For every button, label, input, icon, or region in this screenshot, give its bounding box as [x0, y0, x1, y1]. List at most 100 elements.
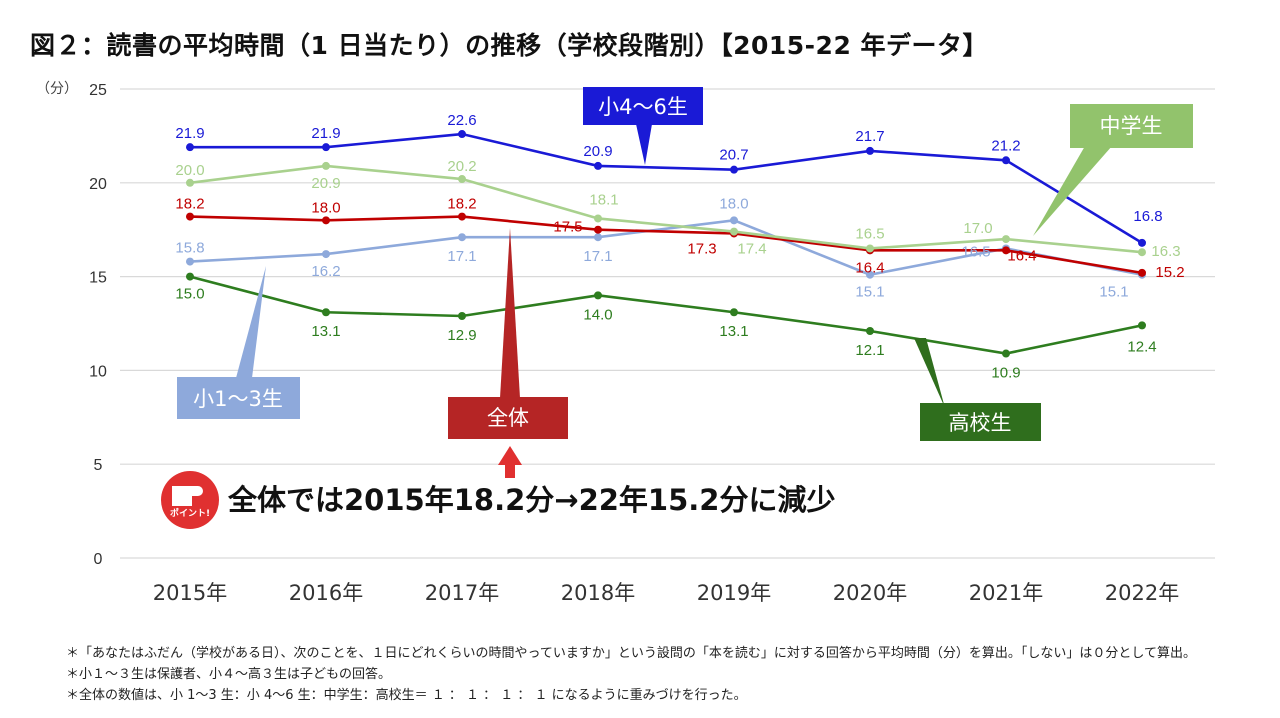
y-unit-label: （分） — [36, 81, 78, 97]
pointing-hand-icon — [172, 486, 203, 506]
data-point — [322, 308, 330, 317]
data-label: 16.2 — [311, 263, 340, 280]
footnote: ＊「あなたはふだん（学校がある日）、次のことを、１日にどれくらいの時間やっていま… — [66, 646, 1196, 661]
data-point — [322, 161, 330, 170]
series-line — [189, 218, 1143, 277]
x-tick-label: 2017年 — [425, 581, 499, 605]
x-tick-label: 2021年 — [969, 581, 1043, 605]
callout-grade13-box — [177, 377, 300, 419]
data-point — [594, 291, 602, 300]
point-badge-label: ポイント! — [170, 507, 210, 519]
data-label: 16.5 — [961, 243, 990, 260]
series-line — [189, 215, 1143, 275]
data-point — [1002, 349, 1010, 358]
callout-junior-box — [1070, 104, 1193, 148]
data-label: 16.4 — [855, 259, 884, 276]
data-point — [458, 175, 466, 184]
data-point — [186, 178, 194, 187]
y-tick-label: 25 — [89, 82, 107, 99]
data-label: 18.0 — [719, 195, 748, 212]
data-point — [186, 212, 194, 221]
callout-overall-pointer — [500, 228, 520, 398]
data-label: 20.0 — [175, 162, 204, 179]
data-point — [866, 146, 874, 155]
data-point — [730, 165, 738, 174]
data-point — [730, 227, 738, 236]
up-arrow-icon-stem — [505, 464, 515, 478]
data-label: 12.1 — [855, 342, 884, 359]
x-tick-label: 2019年 — [697, 581, 771, 605]
series-line — [190, 132, 1143, 244]
data-point — [594, 225, 602, 234]
data-label: 12.4 — [1127, 338, 1156, 355]
data-label: 21.9 — [311, 125, 340, 142]
data-label: 17.4 — [737, 241, 766, 258]
series-line — [189, 275, 1143, 355]
y-tick-label: 0 — [94, 551, 103, 568]
data-label: 12.9 — [447, 327, 476, 344]
x-tick-label: 2020年 — [833, 581, 907, 605]
data-label: 14.0 — [583, 306, 612, 323]
callout-grade46-pointer — [636, 124, 652, 165]
chart-title: 図２：読書の平均時間（1 日当たり）の推移（学校段階別）【2015-22 年デー… — [30, 31, 989, 60]
data-point — [322, 250, 330, 259]
data-label: 20.7 — [719, 147, 748, 164]
data-point — [322, 143, 330, 152]
data-point — [1138, 238, 1146, 247]
data-label: 16.4 — [1007, 247, 1036, 264]
data-label: 15.0 — [175, 286, 204, 303]
callout-high-label: 高校生 — [949, 411, 1012, 435]
up-arrow-icon — [498, 446, 522, 465]
data-point — [1002, 235, 1010, 244]
series-line — [189, 164, 1143, 254]
data-point — [1002, 156, 1010, 165]
data-point — [594, 214, 602, 223]
x-tick-label: 2018年 — [561, 581, 635, 605]
callout-grade13-label: 小1〜3生 — [193, 387, 283, 411]
callout-high: 高校生 — [914, 338, 1041, 441]
data-point — [594, 233, 602, 242]
callout-grade46-label: 小4〜6生 — [598, 95, 688, 119]
data-label: 21.9 — [175, 125, 204, 142]
data-point — [730, 308, 738, 317]
data-point — [458, 311, 466, 320]
x-axis: 2015年 2016年 2017年 2018年 2019年 2020年 2021年 2022年 — [153, 581, 1179, 605]
data-point — [186, 143, 194, 152]
data-label: 18.0 — [311, 199, 340, 216]
x-tick-label: 2015年 — [153, 581, 227, 605]
data-label: 15.8 — [175, 240, 204, 257]
data-point — [458, 212, 466, 221]
series-lines — [186, 130, 1146, 358]
y-tick-label: 15 — [89, 270, 107, 287]
y-axis: 0 5 10 15 20 25 — [89, 82, 107, 568]
data-label: 21.7 — [855, 128, 884, 145]
callout-grade46: 小4〜6生 — [583, 87, 703, 165]
data-point — [322, 216, 330, 225]
data-point — [1138, 248, 1146, 257]
data-label: 13.1 — [719, 323, 748, 340]
callout-junior-pointer — [1033, 146, 1112, 236]
data-label: 15.1 — [1099, 284, 1128, 301]
chart: （分） 0 5 10 15 20 25 2015年 2016年 2017年 2018年 2019年… — [36, 81, 1215, 605]
data-point — [594, 161, 602, 170]
data-label: 15.1 — [855, 284, 884, 301]
data-point — [458, 130, 466, 139]
data-point — [1002, 246, 1010, 255]
data-labels: 21.9 21.9 22.6 20.9 20.7 21.7 21.2 16.8 20.0 20.9… — [175, 112, 1184, 381]
data-label: 10.9 — [991, 365, 1020, 382]
callout-grade13-pointer — [236, 266, 266, 378]
point-callout: ポイント! 全体では2015年18.2分→22年15.2分に減少 — [161, 471, 835, 529]
data-label: 17.0 — [963, 220, 992, 237]
data-point — [866, 270, 874, 279]
callout-junior-label: 中学生 — [1100, 114, 1163, 138]
callout-grade13: 小1〜3生 — [177, 266, 300, 419]
data-point — [1138, 268, 1146, 277]
data-label: 16.8 — [1133, 208, 1162, 225]
data-point — [186, 257, 194, 266]
callout-high-pointer — [914, 338, 945, 408]
y-tick-label: 20 — [89, 176, 107, 193]
x-tick-label: 2022年 — [1105, 581, 1179, 605]
footnotes: ＊「あなたはふだん（学校がある日）、次のことを、１日にどれくらいの時間やっていま… — [66, 643, 1196, 706]
data-label: 16.5 — [855, 225, 884, 242]
footnote: ＊小１～３生は保護者、小４～高３生は子どもの回答。 — [66, 667, 392, 682]
